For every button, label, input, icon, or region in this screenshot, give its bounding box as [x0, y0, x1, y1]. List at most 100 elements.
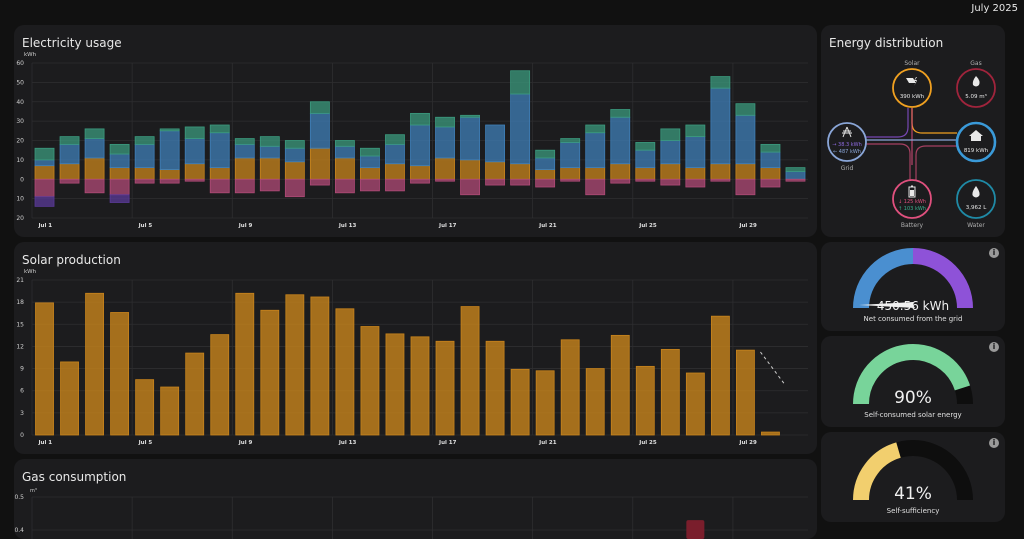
home-icon [969, 130, 983, 141]
bar-segment-solar [585, 167, 606, 180]
solar-bar [710, 315, 730, 436]
bar-segment-solar [610, 163, 631, 180]
bar-segment-battery [184, 126, 205, 139]
bar-segment-battery [660, 128, 681, 141]
x-tick-label: Jul 29 [738, 223, 757, 229]
period-label[interactable]: July 2025 [971, 3, 1018, 14]
gas-consumption-chart[interactable]: 0.5 0.4 m³ [14, 459, 817, 539]
electricity-usage-chart[interactable]: 60 50 40 30 20 10 0 10 20 kWh Jul 1 Jul 5 Jul 9 Jul 1… [14, 25, 817, 237]
bar-segment-grid [710, 87, 731, 165]
bar-segment-to_grid [710, 178, 731, 182]
bar-segment-to_grid [385, 178, 405, 192]
bar-segment-grid [435, 126, 455, 159]
battery-icon [908, 185, 916, 198]
bar-segment-to_grid [435, 178, 455, 182]
bar-segment-solar [284, 161, 305, 180]
bar-segment-to_grid [259, 178, 280, 192]
bar-segment-solar [259, 157, 280, 180]
y-tick-label: 10 [16, 157, 24, 164]
bar-segment-battery [435, 116, 455, 128]
bar-segment-battery [735, 103, 756, 116]
x-tick-label: Jul 1 [38, 223, 53, 229]
home-node[interactable] [955, 121, 997, 163]
bar-segment-battery [585, 124, 606, 134]
solar-bar [660, 348, 680, 436]
self-consumed-label: Self-consumed solar energy [864, 411, 962, 419]
bar-segment-battery [59, 136, 80, 145]
bar-segment-battery [209, 124, 230, 134]
net-grid-value: 450.56 kWh [876, 299, 950, 313]
bar-segment-grid [485, 124, 506, 163]
bar-segment-battery [259, 136, 280, 147]
bar-segment-to_grid [660, 178, 681, 186]
gauge-arc-export [912, 248, 973, 309]
y-unit-label: kWh [24, 52, 37, 58]
bar-segment-grid [460, 116, 480, 161]
bar-segment-grid [385, 143, 405, 165]
solar-bar [185, 352, 205, 436]
net-grid-label: Net consumed from the grid [863, 315, 963, 323]
gauge-arc-import [853, 248, 914, 309]
bar-segment-to_grid [234, 178, 255, 194]
x-tick-label: Jul 9 [238, 223, 253, 229]
bar-segment-to_grid [585, 178, 606, 196]
info-icon[interactable]: i [989, 342, 999, 352]
bar-segment-solar [134, 167, 155, 180]
bar-segment-solar [485, 161, 506, 180]
solar-node[interactable] [892, 68, 932, 108]
flow-solar-grid [866, 108, 909, 138]
solar-label: Solar [904, 60, 920, 67]
gauge-arc-value [853, 344, 971, 405]
solar-bar [685, 372, 705, 436]
gas-consumption-card: Gas consumption 0.5 0.4 m³ [14, 459, 817, 539]
water-node[interactable] [956, 179, 996, 219]
bar-segment-to_grid [760, 178, 781, 188]
bar-segment-solar [685, 167, 706, 180]
self-sufficiency-label: Self-sufficiency [886, 507, 940, 515]
water-value: 3,962 L [966, 205, 987, 211]
water-label: Water [967, 222, 985, 229]
self-sufficiency-gauge [853, 440, 973, 501]
solar-production-chart[interactable]: 21 18 15 12 9 6 3 0 kWh Jul 1 Jul 5 Jul 9 Jul 13 Jul … [14, 242, 817, 454]
bar-segment-to_battery [34, 196, 55, 207]
self-consumed-gauge-card: i 90% Self-consumed solar energy [821, 336, 1005, 427]
flow-grid-battery [866, 143, 911, 185]
bar-segment-solar [410, 165, 430, 180]
gauge-arc-value [853, 442, 902, 501]
bar-segment-battery [760, 143, 781, 153]
bar-segment-grid [560, 142, 581, 169]
grid-label: Grid [841, 165, 854, 172]
gas-node[interactable] [956, 68, 996, 108]
bar-segment-battery [334, 140, 355, 147]
self-consumed-gauge [853, 344, 973, 405]
y-unit-label: m³ [30, 488, 37, 494]
y-tick-label: 30 [16, 118, 24, 125]
y-tick-label: 6 [20, 388, 24, 395]
y-tick-label: 12 [16, 343, 24, 350]
bar-segment-battery [710, 76, 731, 89]
bar-segment-grid [585, 132, 606, 169]
bar-segment-battery [510, 70, 531, 95]
electricity-usage-title: Electricity usage [22, 36, 122, 50]
x-tick-label: Jul 5 [138, 223, 153, 229]
battery-node[interactable] [892, 179, 932, 219]
bar-segment-to_grid [184, 178, 205, 182]
x-tick-label: Jul 5 [138, 440, 153, 446]
bar-segment-battery [134, 136, 155, 145]
bar-segment-grid [334, 145, 355, 159]
flow-solar-home [911, 108, 957, 134]
x-tick-label: Jul 29 [738, 440, 757, 446]
bar-segment-grid [660, 140, 681, 165]
bar-segment-battery [410, 112, 430, 126]
info-icon[interactable]: i [989, 438, 999, 448]
bar-segment-grid [259, 145, 280, 159]
bar-segment-solar [710, 163, 731, 180]
solar-bar [635, 365, 655, 436]
bar-segment-to_grid [334, 178, 355, 194]
bar-segment-solar [184, 163, 205, 180]
bar-segment-grid [685, 136, 706, 169]
info-icon[interactable]: i [989, 248, 999, 258]
bar-segment-to_grid [560, 178, 581, 182]
bar-segment-battery [34, 147, 55, 161]
grid-node[interactable] [827, 122, 867, 162]
